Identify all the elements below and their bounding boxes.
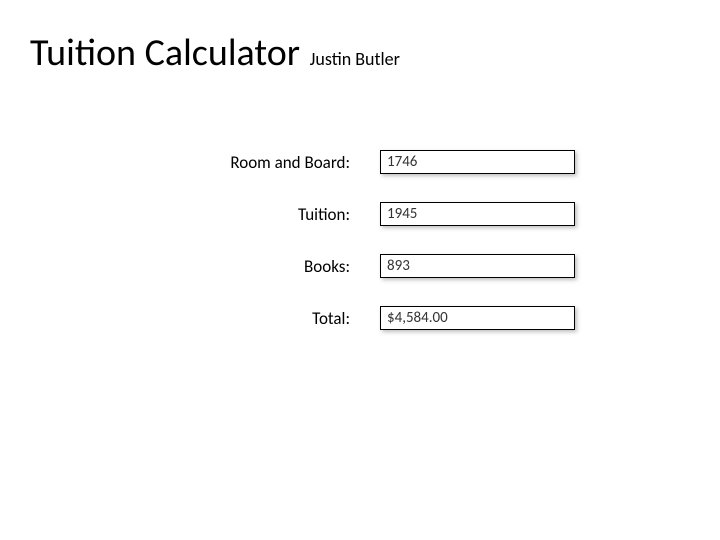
header: Tuition Calculator Justin Butler [30,30,400,76]
input-tuition[interactable] [380,202,575,226]
input-books[interactable] [380,254,575,278]
label-room-board: Room and Board: [190,152,380,173]
input-room-board[interactable] [380,150,575,174]
form-row-tuition: Tuition: [190,202,575,226]
label-tuition: Tuition: [190,204,380,225]
form-row-books: Books: [190,254,575,278]
form-row-room-board: Room and Board: [190,150,575,174]
form: Room and Board: Tuition: Books: Total: [190,150,575,358]
label-total: Total: [190,308,380,329]
page-subtitle: Justin Butler [310,48,400,70]
label-books: Books: [190,256,380,277]
form-row-total: Total: [190,306,575,330]
input-total[interactable] [380,306,575,330]
page-title: Tuition Calculator [30,30,300,76]
